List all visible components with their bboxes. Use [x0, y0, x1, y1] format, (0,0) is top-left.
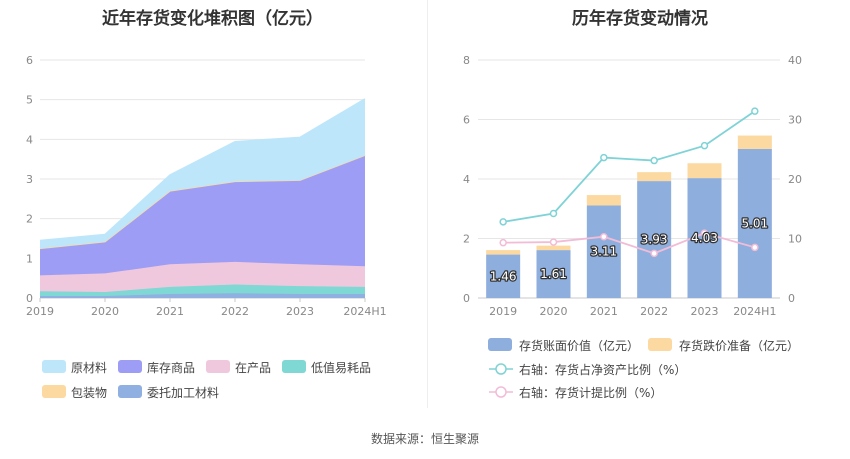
line-point	[549, 209, 558, 218]
y-right-tick-label: 0	[788, 292, 795, 305]
data-source-footer: 数据来源：恒生聚源	[370, 432, 479, 446]
bar-impairment-provision	[737, 135, 772, 149]
legend-swatch	[42, 360, 66, 373]
x-tick-label: 2021	[590, 305, 618, 318]
y-right-tick-label: 40	[788, 54, 802, 67]
bar-impairment-provision	[536, 245, 571, 251]
bar-value-label: 3.93	[641, 233, 668, 247]
legend-label: 原材料	[71, 361, 108, 375]
y-left-tick-label: 8	[463, 54, 470, 67]
y-tick-label: 4	[26, 133, 33, 146]
area-series	[40, 98, 365, 249]
legend-line-swatch	[489, 386, 513, 398]
panel-divider	[427, 0, 428, 408]
legend-item[interactable]: 右轴：存货占净资产比例（%）	[488, 361, 688, 377]
bar-book-value	[737, 148, 772, 298]
x-tick-label: 2019	[26, 305, 54, 318]
legend-item[interactable]: 右轴：存货计提比例（%）	[488, 384, 688, 400]
bar-book-value	[536, 250, 571, 298]
legend-marker	[495, 386, 507, 398]
right-chart-title: 历年存货变动情况	[572, 9, 708, 29]
x-tick-label: 2021	[156, 305, 184, 318]
legend-swatch	[206, 360, 230, 373]
line-point	[499, 218, 507, 226]
line-series	[503, 232, 756, 255]
bar-book-value	[637, 181, 672, 298]
legend-swatch	[118, 360, 142, 373]
y-tick-label: 0	[26, 292, 33, 305]
legend-swatch	[488, 338, 512, 351]
x-tick-label: 2022	[221, 305, 249, 318]
y-right-tick-label: 20	[788, 173, 802, 186]
y-tick-label: 6	[26, 54, 33, 67]
legend-swatch	[648, 338, 672, 351]
y-tick-label: 1	[26, 252, 33, 265]
line-point	[700, 141, 709, 150]
line-point	[549, 238, 558, 246]
bar-value-label: 1.61	[540, 267, 567, 281]
legend-item[interactable]: 存货跌价准备（亿元）	[648, 337, 848, 353]
area-series	[40, 155, 365, 276]
bar-value-label: 4.03	[691, 231, 718, 245]
legend-label: 右轴：存货计提比例（%）	[519, 386, 663, 400]
line-point	[600, 232, 608, 241]
x-tick-label: 2022	[640, 305, 668, 318]
line-series	[503, 110, 756, 223]
y-left-tick-label: 6	[463, 114, 470, 127]
legend-line-swatch	[489, 363, 513, 375]
bar-impairment-provision	[637, 172, 672, 182]
legend-label: 存货跌价准备（亿元）	[679, 339, 800, 353]
legend-label: 包装物	[71, 386, 108, 400]
legend-label: 存货账面价值（亿元）	[519, 339, 640, 353]
bar-impairment-provision	[687, 163, 722, 179]
line-point	[700, 229, 709, 237]
area-series-edge	[39, 98, 366, 242]
line-point	[499, 238, 507, 247]
y-left-tick-label: 4	[463, 173, 470, 186]
legend-label: 库存商品	[147, 361, 196, 375]
y-right-tick-label: 10	[788, 233, 802, 246]
y-tick-label: 5	[26, 94, 33, 107]
area-series	[40, 261, 365, 293]
legend-swatch	[282, 360, 306, 373]
y-left-tick-label: 0	[463, 292, 470, 305]
legend-item[interactable]: 存货账面价值（亿元）	[488, 337, 688, 353]
line-point	[600, 153, 608, 162]
y-tick-label: 3	[26, 173, 33, 186]
x-tick-label: 2020	[91, 305, 119, 318]
bar-value-label: 1.46	[490, 269, 517, 283]
y-tick-label: 2	[26, 213, 33, 226]
bar-book-value	[586, 205, 621, 298]
line-point	[751, 243, 759, 252]
x-tick-label: 2024H1	[733, 305, 776, 318]
x-tick-label: 2024H1	[343, 305, 386, 318]
legend-marker	[495, 363, 507, 375]
x-tick-label: 2020	[540, 305, 568, 318]
line-point	[650, 156, 658, 165]
bar-value-label: 5.01	[741, 216, 768, 230]
bar-impairment-provision	[586, 195, 621, 206]
line-point	[751, 107, 759, 115]
legend-swatch	[42, 385, 66, 398]
legend-swatch	[118, 385, 142, 398]
left-chart-title: 近年存货变化堆积图（亿元）	[102, 9, 323, 29]
x-tick-label: 2023	[286, 305, 314, 318]
x-tick-label: 2023	[691, 305, 719, 318]
bar-value-label: 3.11	[590, 245, 617, 259]
inventory-stacked-area-chart: 0 1 2 3 4 5 6 2019 2020 2021 2022 2023 2024H1	[26, 54, 387, 318]
legend-label: 低值易耗品	[311, 361, 372, 375]
area-series	[40, 284, 365, 297]
y-right-tick-label: 30	[788, 114, 802, 127]
bar-book-value	[486, 254, 521, 298]
inventory-change-combo-chart: 0 2 4 6 8 0 10 20 30 40 1.46 1.61 3.11 3.93 4.03 5.01 20…	[463, 54, 802, 318]
legend-label: 在产品	[235, 361, 272, 375]
legend-label: 委托加工材料	[147, 386, 220, 400]
bar-impairment-provision	[486, 250, 521, 255]
x-tick-label: 2019	[489, 305, 517, 318]
legend-label: 右轴：存货占净资产比例（%）	[519, 363, 687, 377]
y-left-tick-label: 2	[463, 233, 470, 246]
line-point	[650, 249, 658, 258]
